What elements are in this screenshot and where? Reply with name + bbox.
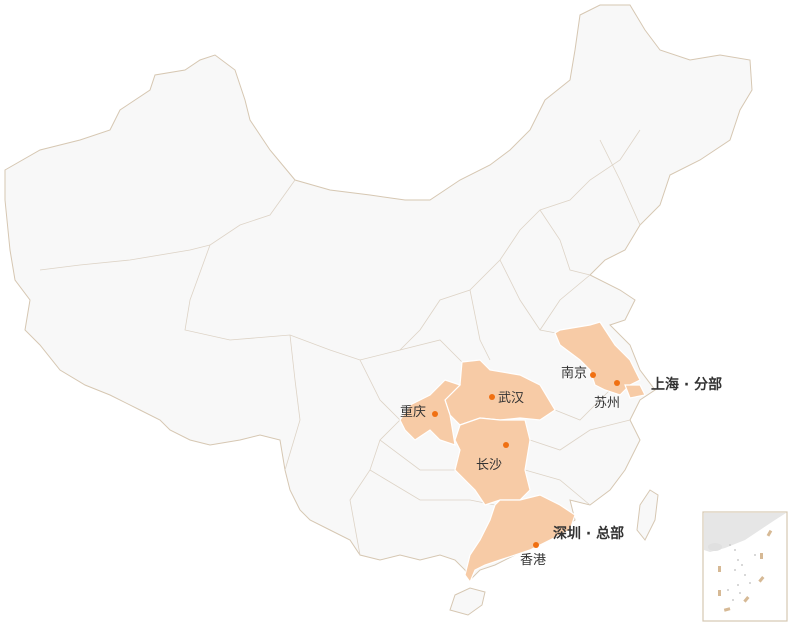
city-dot-suzhou [614, 380, 620, 386]
city-dot-changsha [503, 442, 509, 448]
south-china-sea-inset [702, 511, 788, 622]
city-label-chongqing: 重庆 [400, 405, 427, 420]
hainan [449, 587, 486, 616]
china-outline [4, 4, 753, 581]
taiwan [636, 489, 659, 541]
region-shanghai [624, 384, 646, 399]
province-borders [39, 129, 641, 556]
region-jiangsu [554, 321, 641, 396]
office-label-shanghai: 上海 · 分部 [651, 377, 723, 393]
city-label-nanjing: 南京 [561, 366, 588, 381]
city-dot-wuhan [489, 394, 495, 400]
city-dot-nanjing [590, 372, 596, 378]
city-dot-chongqing [432, 411, 438, 417]
region-chongqing [399, 379, 462, 446]
region-guangdong [464, 494, 576, 584]
city-label-hongkong: 香港 [520, 553, 547, 568]
office-label-shenzhen: 深圳 · 总部 [553, 526, 625, 542]
city-dot-hongkong [533, 542, 539, 548]
city-label-suzhou: 苏州 [594, 396, 621, 411]
city-label-changsha: 长沙 [476, 458, 503, 473]
city-label-wuhan: 武汉 [498, 391, 525, 406]
